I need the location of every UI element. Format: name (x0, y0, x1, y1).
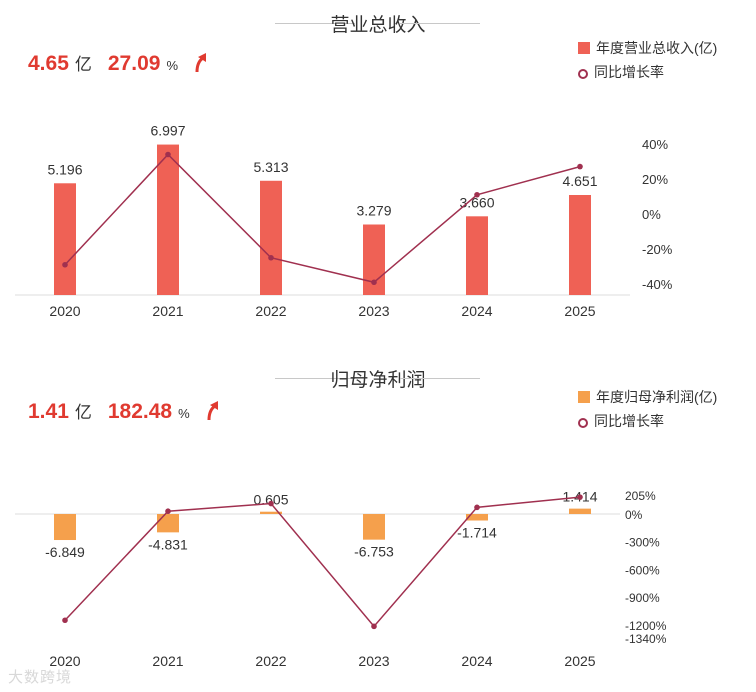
x-tick-label: 2020 (49, 303, 80, 319)
title-divider-left (275, 23, 355, 24)
x-tick-label: 2025 (564, 653, 595, 669)
bar-2021 (157, 514, 179, 533)
revenue-title-row: 营业总收入 (0, 10, 756, 36)
revenue-kpi-value: 4.65 (28, 52, 69, 75)
x-tick-label: 2023 (358, 303, 389, 319)
title-divider-right (400, 23, 480, 24)
profit-legend: 年度归母净利润(亿) 同比增长率 (578, 385, 717, 433)
title-divider-right (400, 378, 480, 379)
profit-kpi-value: 1.41 (28, 400, 69, 423)
bar-2022 (260, 180, 282, 295)
legend-item-revenue-bar: 年度营业总收入(亿) (578, 36, 717, 60)
legend-swatch-bar (578, 391, 590, 403)
x-tick-label: 2024 (461, 303, 492, 319)
growth-rate-line (64, 153, 581, 284)
growth-rate-point (268, 254, 274, 261)
right-axis-tick-label: -40% (642, 277, 673, 292)
growth-rate-point (371, 623, 377, 630)
title-divider-left (275, 378, 355, 379)
right-axis-tick-label: -1200% (625, 619, 667, 633)
growth-rate-point (165, 151, 171, 158)
profit-title-row: 归母净利润 (0, 365, 756, 391)
growth-rate-point (62, 617, 68, 624)
bar-2024 (466, 514, 488, 521)
bar-2022 (260, 511, 282, 514)
legend-label-line: 同比增长率 (594, 64, 664, 80)
bar-data-label: 4.651 (562, 173, 597, 189)
revenue-panel: 营业总收入 4.65 亿 27.09% 年度营业总收入(亿) 同比增长率 5.196… (0, 0, 756, 340)
legend-item-revenue-line: 同比增长率 (578, 60, 717, 84)
growth-rate-point (577, 494, 583, 500)
profit-panel: 归母净利润 1.41 亿 182.48% 年度归母净利润(亿) 同比增长率 -6.8… (0, 355, 756, 692)
bar-data-label: 5.196 (47, 161, 82, 177)
profit-kpi: 1.41 亿 182.48% (28, 398, 222, 428)
legend-item-profit-line: 同比增长率 (578, 409, 717, 433)
profit-chart-title: 归母净利润 (330, 370, 426, 391)
x-tick-label: 2021 (152, 653, 183, 669)
bar-2023 (363, 514, 385, 540)
right-axis-tick-label: 0% (642, 207, 661, 222)
revenue-kpi: 4.65 亿 27.09% (28, 50, 210, 80)
bar-2025 (569, 508, 591, 514)
growth-rate-point (474, 504, 480, 511)
right-axis-tick-label: -1340% (625, 632, 667, 646)
growth-rate-point (62, 261, 68, 268)
x-tick-label: 2021 (152, 303, 183, 319)
legend-label-bar: 年度归母净利润(亿) (596, 389, 718, 405)
growth-rate-point (165, 508, 171, 515)
bar-data-label: 3.279 (356, 203, 391, 219)
bar-2024 (466, 216, 488, 295)
right-axis-tick-label: 40% (642, 137, 668, 152)
bar-2021 (157, 144, 179, 295)
bar-data-label: 6.997 (150, 123, 185, 139)
x-tick-label: 2023 (358, 653, 389, 669)
bar-2020 (54, 183, 76, 295)
right-axis-tick-label: 0% (625, 508, 643, 522)
profit-kpi-unit: 亿 (74, 403, 92, 422)
trend-up-arrow-icon (204, 398, 222, 427)
growth-rate-line (64, 496, 581, 628)
growth-rate-point (268, 500, 274, 507)
revenue-kpi-growth: 27.09 (107, 52, 161, 75)
legend-item-profit-bar: 年度归母净利润(亿) (578, 385, 717, 409)
profit-kpi-growth: 182.48 (107, 400, 173, 423)
profit-chart-svg: -6.8492020-4.83120210.6052022-6.7532023-… (15, 489, 667, 669)
bar-data-label: 3.660 (459, 194, 494, 210)
x-tick-label: 2024 (461, 653, 492, 669)
legend-label-line: 同比增长率 (594, 413, 664, 429)
watermark-text: 大数跨境 (8, 669, 73, 686)
revenue-kpi-pct-unit: % (166, 58, 178, 73)
revenue-kpi-unit: 亿 (74, 55, 92, 74)
bar-2025 (569, 195, 591, 295)
right-axis-tick-label: 20% (642, 172, 668, 187)
bar-data-label: -6.849 (45, 544, 85, 560)
right-axis-tick-label: 205% (625, 489, 656, 503)
bar-2020 (54, 514, 76, 541)
bar-data-label: -1.714 (457, 525, 497, 541)
right-axis-tick-label: -900% (625, 591, 660, 605)
legend-swatch-line (578, 418, 588, 428)
bar-data-label: -6.753 (354, 544, 394, 560)
right-axis-tick-label: -20% (642, 242, 673, 257)
legend-label-bar: 年度营业总收入(亿) (596, 40, 718, 56)
revenue-legend: 年度营业总收入(亿) 同比增长率 (578, 36, 717, 84)
revenue-chart-title: 营业总收入 (330, 15, 426, 36)
legend-swatch-line (578, 69, 588, 79)
revenue-chart-svg: 5.196 2020 6.997 2021 5.313 2022 3.279 2023 3.66… (15, 123, 673, 319)
legend-swatch-bar (578, 42, 590, 54)
x-tick-label: 2025 (564, 303, 595, 319)
x-tick-label: 2022 (255, 653, 286, 669)
x-tick-label: 2022 (255, 303, 286, 319)
bar-data-label: -4.831 (148, 536, 188, 552)
growth-rate-point (371, 279, 377, 286)
x-tick-label: 2020 (49, 653, 80, 669)
growth-rate-point (474, 191, 480, 198)
right-axis-tick-label: -600% (625, 563, 660, 577)
right-axis-tick-label: -300% (625, 536, 660, 550)
profit-kpi-pct-unit: % (178, 406, 190, 421)
growth-rate-point (577, 163, 583, 170)
bar-data-label: 5.313 (253, 159, 288, 175)
trend-up-arrow-icon (192, 50, 210, 79)
